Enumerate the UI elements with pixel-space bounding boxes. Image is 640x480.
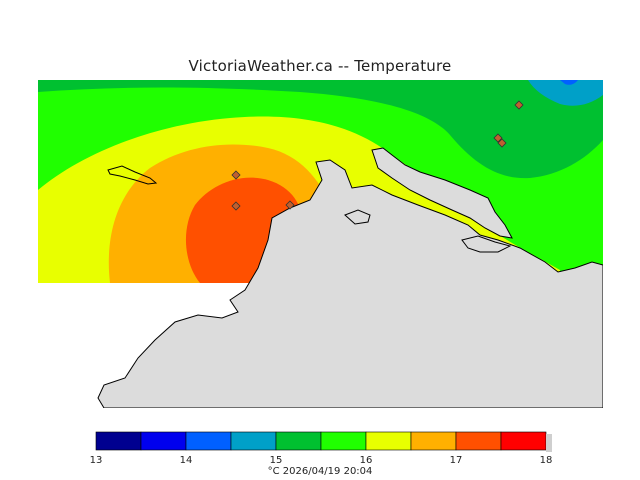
legend-swatch — [500, 431, 547, 451]
legend-swatch — [320, 431, 367, 451]
legend-swatch — [140, 431, 187, 451]
map-title: VictoriaWeather.ca -- Temperature — [188, 57, 452, 75]
legend-swatch — [230, 431, 277, 451]
land-mass — [344, 209, 371, 225]
legend-shadow — [546, 434, 552, 452]
legend-swatch — [365, 431, 412, 451]
land-mass — [97, 159, 603, 408]
legend-tick-label: 15 — [269, 455, 283, 466]
map-footer: °C 2026/04/19 20:04 — [0, 466, 640, 477]
land-mass — [461, 235, 512, 253]
weather-station-marker[interactable] — [231, 201, 241, 211]
legend-tick-label: 16 — [359, 455, 373, 466]
weather-station-marker[interactable] — [285, 200, 295, 210]
weather-station-marker[interactable] — [497, 138, 507, 148]
legend-swatch — [185, 431, 232, 451]
legend-swatch — [410, 431, 457, 451]
legend-swatch — [275, 431, 322, 451]
temperature-legend — [95, 431, 552, 452]
temp-band-14-14-5 — [560, 80, 578, 85]
temp-band-15-15-5 — [38, 80, 603, 179]
legend-tick-label: 14 — [179, 455, 193, 466]
unit-label: °C — [267, 466, 280, 477]
weather-station-marker[interactable] — [493, 133, 503, 143]
station-markers — [231, 100, 524, 211]
legend-swatch — [95, 431, 142, 451]
land-mass — [371, 147, 513, 239]
weather-station-marker[interactable] — [231, 170, 241, 180]
legend-swatch — [455, 431, 502, 451]
island-outline — [107, 165, 158, 185]
temp-band-14-5-15 — [528, 80, 603, 106]
timestamp: 2026/04/19 20:04 — [282, 466, 373, 477]
legend-tick-label: 18 — [539, 455, 553, 466]
legend-tick-label: 13 — [89, 455, 103, 466]
map-field — [38, 80, 603, 408]
legend-tick-label: 17 — [449, 455, 463, 466]
weather-station-marker[interactable] — [514, 100, 524, 110]
